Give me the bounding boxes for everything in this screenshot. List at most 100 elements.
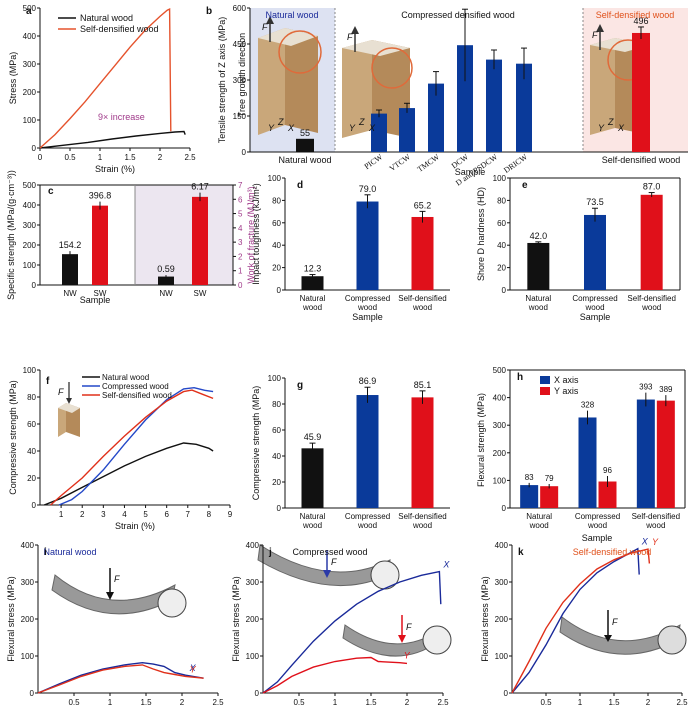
panel-g-bar-0: [301, 448, 324, 508]
panel-h-bar-0-2: [636, 399, 655, 508]
panel-g-data-label-0: 45.9: [304, 432, 322, 442]
panel-f-series-1-line: [58, 386, 214, 506]
illustration-force-letter-4: F: [114, 574, 120, 584]
panel-c-left-y-axis-label: Specific strength (MPa/(g·cm⁻³)): [6, 170, 16, 300]
panel-f-x-tick-label: 5: [143, 510, 148, 519]
panel-b-category-label-0: Natural wood: [278, 155, 331, 165]
illustration-force-letter-1: F: [347, 32, 353, 42]
panel-b-data-label-0: 55: [300, 128, 310, 138]
force-arrow-b3: [596, 24, 604, 50]
panel-i-y-tick-label: 300: [21, 578, 35, 587]
panel-c-left-category-label-1: SW: [94, 289, 107, 298]
illustration-x-axis-letter-0: X: [287, 123, 295, 133]
panel-e-category-label-2: Self-densified wood: [627, 294, 675, 312]
panel-c-left-y-tick-label: 300: [23, 221, 37, 230]
panel-d-category-label-2: Self-densified wood: [398, 294, 446, 312]
panel-g-category-label-line: wood: [357, 521, 377, 530]
panel-e-category-label-line: Self-densified: [627, 294, 675, 303]
panel-d-y-tick-label: 100: [268, 174, 282, 183]
panel-d-category-label-line: wood: [357, 303, 377, 312]
tree-growth-direction-label: Tree growth direction: [237, 33, 247, 117]
panel-h-y-tick-label: 300: [493, 421, 507, 430]
panel-d-y-tick-label: 60: [272, 219, 281, 228]
panel-j-series-0-label: X: [442, 560, 450, 570]
panel-h-data-label-0-2: 393: [639, 383, 653, 392]
panel-letter-f: f: [46, 376, 50, 387]
panel-d-y-tick-label: 20: [272, 264, 281, 273]
panel-g-y-axis-label: Compressive strength (MPa): [251, 386, 261, 501]
panel-c-right-data-label-1: 6.17: [191, 182, 209, 192]
panel-e-y-tick-label: 40: [497, 241, 506, 250]
panel-h-bar-0-0: [520, 485, 539, 508]
panel-g-y-tick-label: 20: [272, 478, 281, 487]
panel-h-y-tick-label: 100: [493, 476, 507, 485]
panel-d-category-label-line: Self-densified: [398, 294, 446, 303]
panel-i-y-tick-label: 200: [21, 615, 35, 624]
beam-illustration-j-upper: [257, 544, 400, 590]
panel-b-group-title-compressed: Compressed densified wood: [401, 10, 515, 20]
panel-d-category-label-0: Natural wood: [300, 294, 326, 312]
panel-g-data-label-1: 86.9: [359, 376, 377, 386]
panel-j-series-1-label: Y: [404, 651, 411, 661]
panel-h-bar-1-2: [656, 400, 675, 508]
panel-e-category-label-line: Compressed: [572, 294, 617, 303]
illustration-force-letter-2: F: [592, 30, 598, 40]
illustration-z-axis-letter-2: Z: [607, 117, 614, 127]
panel-h-data-label-0-0: 83: [525, 473, 534, 482]
panel-a-y-tick-label: 100: [23, 116, 37, 125]
illustration-x-axis-letter-1: X: [368, 123, 376, 133]
panel-d-data-label-1: 79.0: [359, 184, 377, 194]
panel-e-y-axis-label: Shore D hardness (HD): [476, 187, 486, 281]
panel-b-bar-5: [486, 59, 502, 152]
panel-h-bar-1-1: [598, 481, 617, 508]
panel-g-bar-1: [356, 395, 379, 508]
panel-k-y-tick-label: 100: [495, 652, 509, 661]
panel-h-category-label-2: Self-densified wood: [632, 512, 680, 530]
panel-d-category-label-line: Compressed: [345, 294, 390, 303]
panel-e-bar-2: [640, 194, 663, 290]
panel-h-data-label-1-0: 79: [545, 474, 554, 483]
panel-d-category-label-line: wood: [412, 303, 432, 312]
panel-c-right-bar-0: [158, 276, 174, 285]
panel-letter-j: j: [268, 547, 272, 558]
panel-g-category-label-line: Natural: [300, 512, 326, 521]
panel-h-category-label-line: Self-densified: [632, 512, 680, 521]
panel-f-y-tick-label: 60: [27, 420, 36, 429]
panel-a-x-tick-label: 2: [158, 153, 163, 162]
panel-k-y-tick-label: 0: [504, 689, 509, 698]
panel-g-category-label-0: Natural wood: [300, 512, 326, 530]
panel-a-y-tick-label: 400: [23, 32, 37, 41]
panel-k-x-tick-label: 2: [646, 698, 651, 707]
panel-h-y-axis-label: Flexural strength (MPa): [476, 393, 486, 487]
wood-block-natural-illustration: [258, 28, 322, 135]
panel-j-x-tick-label: 2: [405, 698, 410, 707]
panel-f-y-tick-label: 80: [27, 393, 36, 402]
panel-e-data-label-0: 42.0: [530, 231, 548, 241]
panel-h-y-tick-label: 500: [493, 366, 507, 375]
force-arrow-b2: [351, 26, 359, 52]
panel-b-data-label-7: 496: [633, 16, 648, 26]
wood-block-compression-illustration: [58, 382, 80, 437]
panel-g-bar-2: [411, 397, 434, 508]
panel-c-left-y-tick-label: 400: [23, 201, 37, 210]
panel-f-x-tick-label: 1: [59, 510, 64, 519]
panel-b-bar-2: [399, 108, 415, 152]
panel-h-data-label-1-2: 389: [659, 385, 673, 394]
panel-h-y-tick-label: 200: [493, 449, 507, 458]
panel-c-right-category-label-1: SW: [194, 289, 207, 298]
panel-h-legend-swatch-0: [540, 376, 550, 384]
panel-i-x-tick-label: 2: [180, 698, 185, 707]
panel-b-bar-3: [428, 83, 444, 152]
beam-illustration-j-lower: [342, 615, 452, 657]
panel-h-y-tick-label: 400: [493, 394, 507, 403]
panel-j-x-tick-label: 0.5: [293, 698, 305, 707]
panel-g-category-label-line: Compressed: [345, 512, 390, 521]
illustration-y-axis-letter-0: Y: [268, 123, 275, 133]
panel-b-y-tick-label: 450: [233, 40, 247, 49]
panel-i-y-tick-label: 0: [30, 689, 35, 698]
panel-letter-i: i: [44, 547, 47, 558]
panel-c-right-y-tick-label: 7: [238, 181, 243, 190]
panel-c-x-axis-label: Sample: [80, 295, 111, 305]
